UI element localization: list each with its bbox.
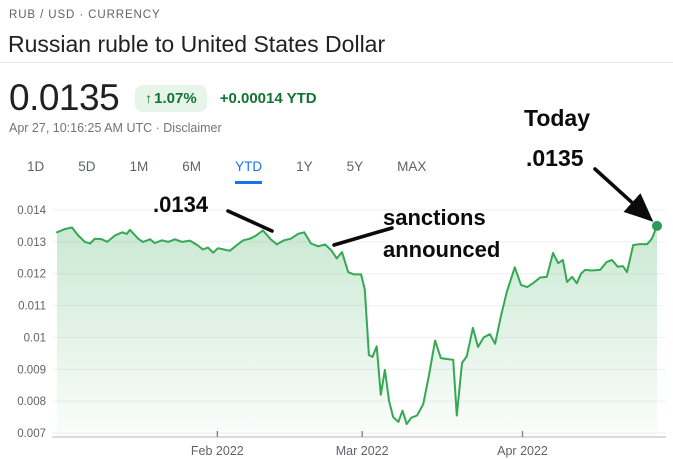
y-axis-label: 0.01 <box>24 332 46 344</box>
breadcrumb: RUB / USD · CURRENCY <box>9 9 161 21</box>
y-axis-label: 0.012 <box>17 269 46 281</box>
range-tab-bar: 1D 5D 1M 6M YTD 1Y 5Y MAX <box>27 159 426 184</box>
annotation-sanctions: sanctions announced <box>383 202 500 266</box>
annotation-sanctions-line2: announced <box>383 237 501 262</box>
separator-dot: · <box>155 121 160 135</box>
latest-price-dot <box>652 220 662 231</box>
price-line <box>56 224 658 426</box>
page-title: Russian ruble to United States Dollar <box>8 31 386 57</box>
tab-1d[interactable]: 1D <box>27 159 45 174</box>
annotation-arrow <box>226 209 274 233</box>
header-divider <box>0 62 673 63</box>
x-axis-label: Feb 2022 <box>191 444 244 458</box>
tab-5y[interactable]: 5Y <box>346 159 364 174</box>
price-value: 0.0135 <box>9 77 120 118</box>
annotation-today-value: .0135 <box>526 145 584 171</box>
disclaimer-link[interactable]: Disclaimer <box>163 121 222 135</box>
quote-row: 0.0135 ↑ 1.07% +0.00014 YTD <box>9 76 317 120</box>
annotation-peak-value: .0134 <box>153 192 209 217</box>
y-axis-label: 0.009 <box>17 364 46 376</box>
y-axis-label: 0.013 <box>17 237 46 249</box>
x-axis-label: Mar 2022 <box>336 444 389 458</box>
tab-max[interactable]: MAX <box>397 159 427 174</box>
change-badge: ↑ 1.07% <box>135 84 207 112</box>
y-axis-label: 0.007 <box>17 428 46 440</box>
tab-ytd[interactable]: YTD <box>235 159 263 184</box>
tab-6m[interactable]: 6M <box>182 159 202 174</box>
area-fill <box>57 225 657 437</box>
y-axis-label: 0.011 <box>18 301 46 313</box>
ytd-change: +0.00014 YTD <box>219 89 317 107</box>
x-axis-label: Apr 2022 <box>497 444 548 458</box>
tab-1y[interactable]: 1Y <box>296 159 313 174</box>
annotation-arrow <box>593 167 654 222</box>
up-arrow-icon: ↑ <box>145 90 153 106</box>
timestamp: Apr 27, 10:16:25 AM UTC <box>9 121 153 135</box>
timestamp-row: Apr 27, 10:16:25 AM UTC · Disclaimer <box>9 121 222 135</box>
y-axis-label: 0.008 <box>17 396 46 408</box>
annotation-sanctions-line1: sanctions <box>383 205 486 230</box>
change-percent: 1.07% <box>154 89 197 107</box>
annotation-today-label: Today <box>523 105 591 131</box>
tab-1m[interactable]: 1M <box>129 159 149 174</box>
y-axis-label: 0.014 <box>17 205 46 217</box>
tab-5d[interactable]: 5D <box>78 159 96 174</box>
